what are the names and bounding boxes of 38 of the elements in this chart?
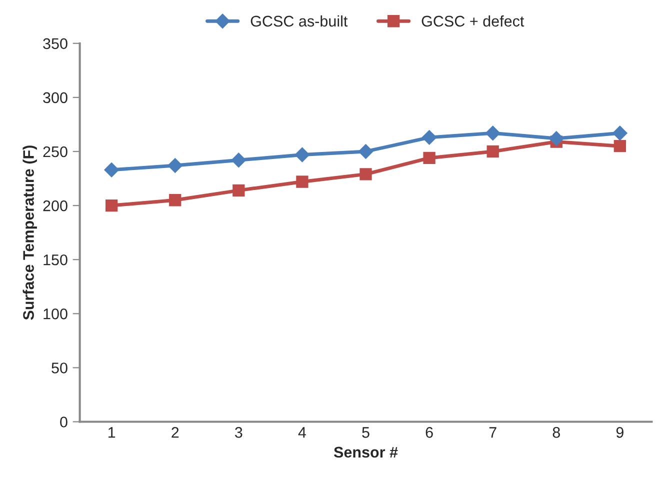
y-tick-label: 250 bbox=[43, 146, 68, 158]
point bbox=[548, 131, 564, 146]
x-tick-label: 3 bbox=[234, 427, 242, 438]
point bbox=[105, 199, 118, 212]
legend-label: GCSC as-built bbox=[250, 15, 348, 27]
legend-label: GCSC + defect bbox=[422, 15, 524, 27]
point bbox=[231, 152, 246, 168]
point bbox=[423, 152, 436, 164]
y-tick-label: 300 bbox=[43, 92, 68, 104]
y-tick-label: 350 bbox=[43, 38, 68, 50]
x-tick-label: 2 bbox=[172, 427, 179, 438]
x-tick-label: 7 bbox=[489, 427, 496, 438]
y-tick-label: 50 bbox=[52, 362, 68, 374]
point bbox=[614, 140, 626, 152]
point bbox=[360, 168, 372, 180]
y-tick-label: 150 bbox=[44, 254, 68, 266]
x-tick-label: 5 bbox=[362, 427, 370, 438]
point bbox=[612, 126, 628, 140]
x-tick-label: 4 bbox=[298, 427, 306, 438]
point bbox=[232, 184, 245, 196]
point bbox=[422, 130, 437, 145]
point bbox=[104, 162, 119, 178]
x-tick-label: 8 bbox=[552, 427, 560, 438]
y-tick-label: 100 bbox=[44, 308, 68, 320]
point bbox=[486, 145, 499, 158]
point bbox=[294, 147, 310, 162]
x-tick-label: 1 bbox=[108, 427, 116, 438]
y-tick-label: 200 bbox=[43, 200, 68, 212]
point bbox=[296, 176, 308, 188]
y-tick-label: 0 bbox=[60, 416, 68, 428]
x-axis-title: Sensor # bbox=[334, 446, 398, 458]
point bbox=[168, 158, 183, 173]
point bbox=[358, 144, 374, 159]
point bbox=[485, 126, 500, 140]
x-tick-label: 9 bbox=[616, 427, 624, 438]
y-axis-title: Surface Temperature (F) bbox=[22, 146, 37, 320]
point bbox=[169, 194, 182, 206]
x-tick-label: 6 bbox=[426, 427, 433, 438]
